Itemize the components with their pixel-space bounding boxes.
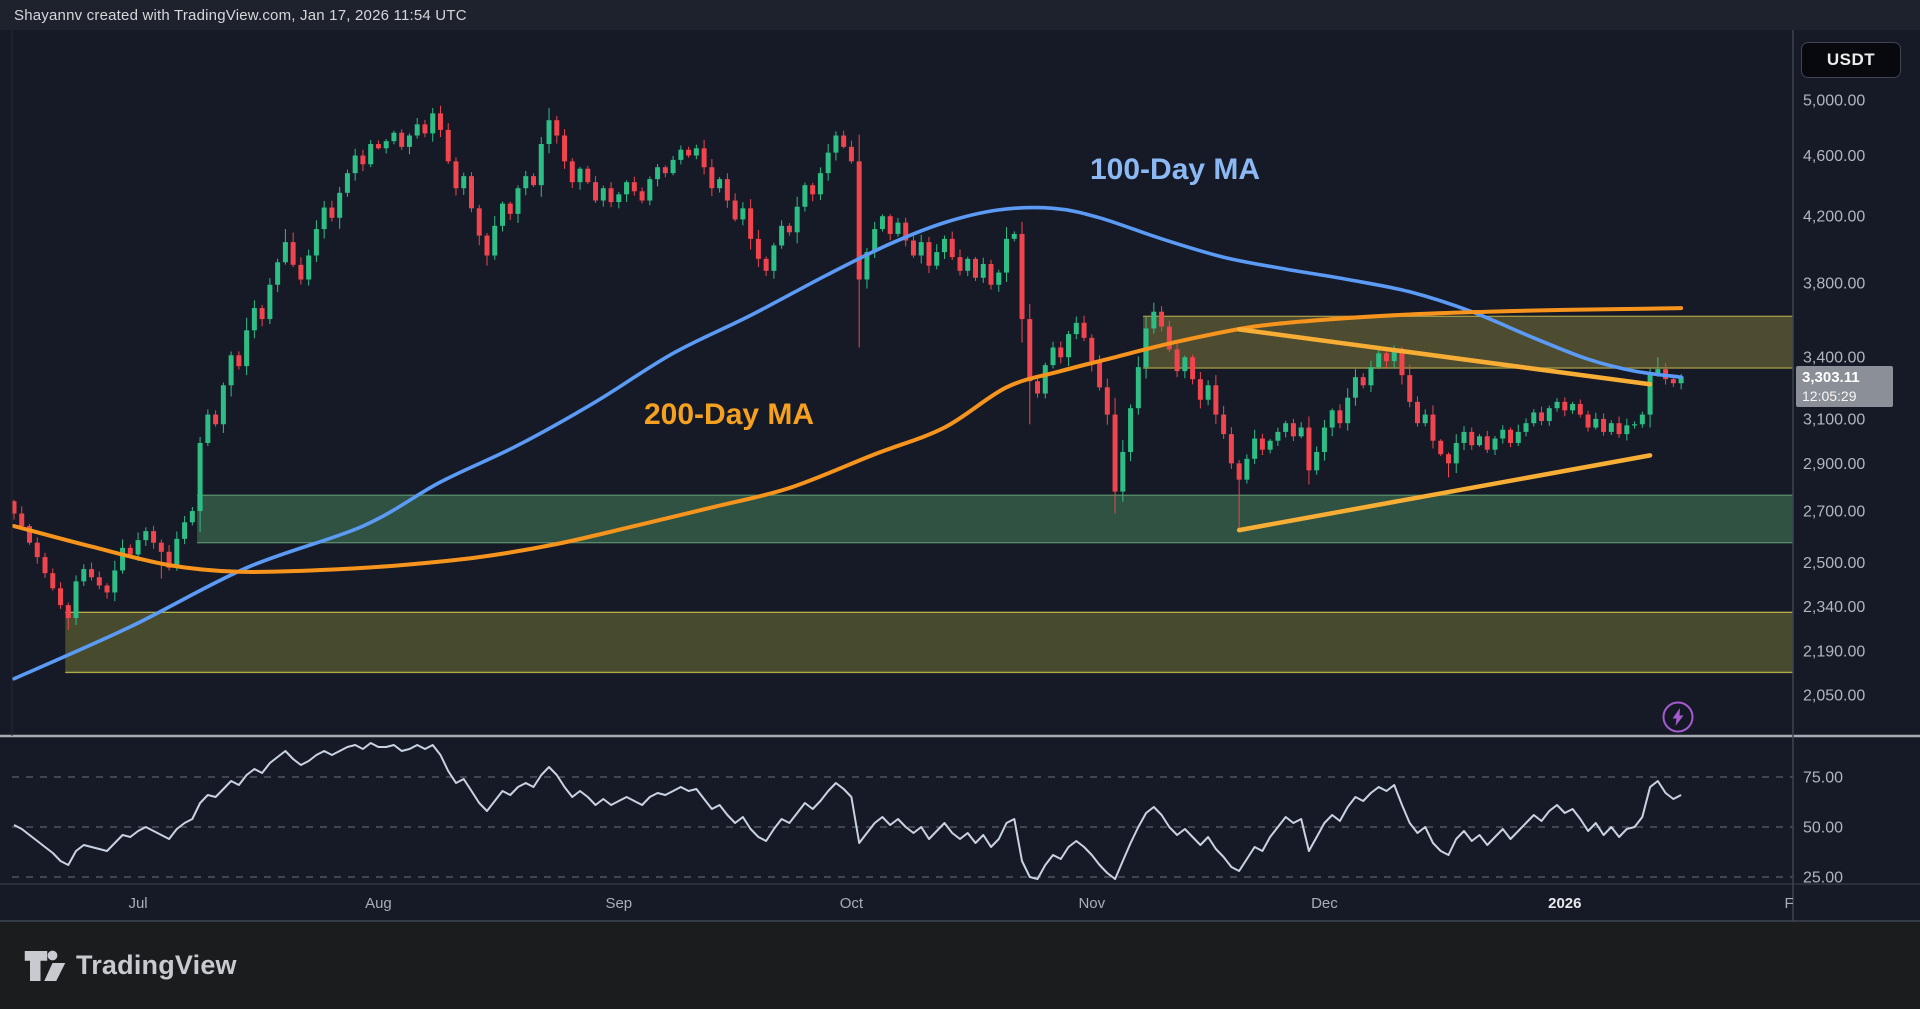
price-tick-label: 2,500.00	[1803, 555, 1865, 572]
ma200-line[interactable]	[12, 306, 1684, 575]
last-price-label: 3,303.11 12:05:29	[1796, 366, 1893, 407]
support-zone-yellow[interactable]	[65, 611, 1793, 674]
bar-countdown: 12:05:29	[1802, 388, 1857, 404]
price-tick-label: 3,400.00	[1803, 350, 1865, 367]
price-tick-label: 2,900.00	[1803, 456, 1865, 473]
time-tick-label: 2026	[1548, 895, 1581, 912]
time-tick-label: Jul	[128, 895, 147, 912]
rsi-tick-label: 75.00	[1803, 770, 1843, 787]
time-tick-label: Dec	[1311, 895, 1338, 912]
rsi-tick-label: 50.00	[1803, 820, 1843, 837]
price-tick-label: 4,200.00	[1803, 209, 1865, 226]
trendline-ascending-support[interactable]	[1236, 453, 1653, 533]
tradingview-logo-text: TradingView	[76, 950, 237, 980]
currency-toggle-usdt[interactable]: USDT	[1801, 42, 1901, 78]
bottom-bar: TradingView	[0, 922, 1920, 1009]
rsi-tick-label: 25.00	[1803, 870, 1843, 887]
price-tick-label: 2,340.00	[1803, 599, 1865, 616]
time-tick-label: Aug	[365, 895, 392, 912]
tradingview-logo[interactable]: TradingView	[24, 948, 237, 984]
ma100-label[interactable]: 100-Day MA	[1090, 153, 1261, 186]
price-tick-label: 2,190.00	[1803, 643, 1865, 660]
candles-layer	[12, 105, 1684, 630]
attribution-bar: Shayannv created with TradingView.com, J…	[0, 0, 1920, 30]
time-tick-label: Sep	[605, 895, 632, 912]
rsi-line	[13, 742, 1682, 880]
ma100-line[interactable]	[12, 205, 1683, 681]
time-axis[interactable]: Jul Aug Sep Oct Nov Dec 2026 Feb	[128, 895, 1810, 912]
rsi-pane[interactable]	[12, 742, 1793, 880]
tradingview-logo-icon	[24, 950, 66, 981]
price-tick-label: 2,700.00	[1803, 504, 1865, 521]
ma200-label[interactable]: 200-Day MA	[644, 398, 815, 431]
price-tick-label: 4,600.00	[1803, 148, 1865, 165]
trendline-descending-resistance[interactable]	[1236, 327, 1653, 387]
price-chart-canvas[interactable]: 5,000.00 4,600.00 4,200.00 3,800.00 3,400.00…	[0, 30, 1920, 922]
chart-area[interactable]: 5,000.00 4,600.00 4,200.00 3,800.00 3,400.00…	[0, 30, 1920, 922]
price-tick-label: 3,100.00	[1803, 411, 1865, 428]
flash-marker-icon[interactable]	[1662, 701, 1694, 733]
main-pane[interactable]	[12, 105, 1794, 681]
time-tick-label: Nov	[1078, 895, 1105, 912]
price-axis[interactable]: 5,000.00 4,600.00 4,200.00 3,800.00 3,400.00…	[1803, 92, 1865, 886]
price-tick-label: 3,800.00	[1803, 276, 1865, 293]
attribution-text: Shayannv created with TradingView.com, J…	[14, 6, 467, 24]
support-zone-green[interactable]	[197, 494, 1793, 544]
price-tick-label: 2,050.00	[1803, 687, 1865, 704]
time-tick-label: Feb	[1784, 895, 1810, 912]
last-price-value: 3,303.11	[1802, 369, 1860, 386]
price-tick-label: 5,000.00	[1803, 92, 1865, 109]
time-tick-label: Oct	[840, 895, 864, 912]
